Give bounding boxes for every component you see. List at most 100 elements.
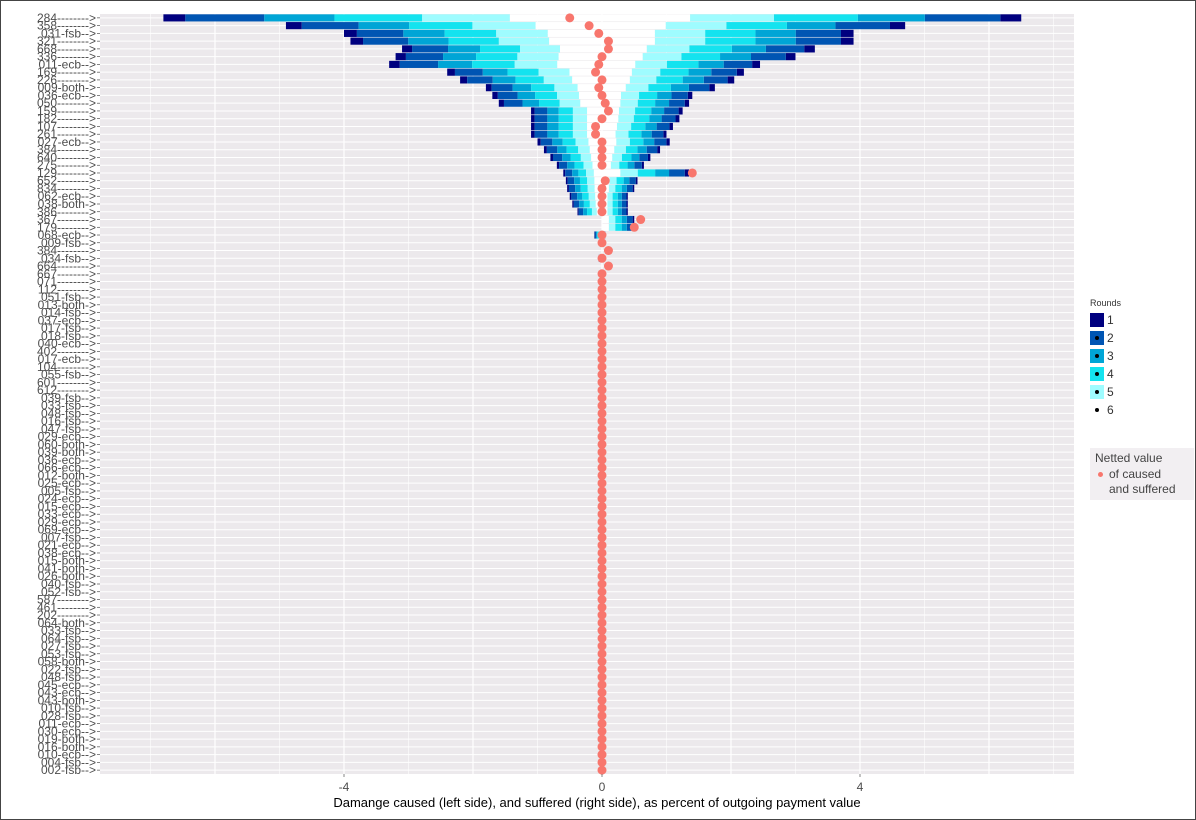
bar-segment	[570, 153, 581, 162]
bar-segment	[647, 153, 651, 162]
bar-segment	[547, 115, 559, 123]
bar-segment	[681, 53, 721, 61]
bar-segment	[558, 107, 573, 115]
y-tick-label: 601-------->	[37, 375, 96, 389]
bar-segment	[723, 60, 753, 68]
bar-segment	[703, 76, 728, 84]
y-tick-label: 053-fsb-->	[41, 647, 96, 661]
bar-segment	[531, 130, 535, 138]
bar-segment	[517, 53, 559, 61]
bar-segment	[540, 138, 553, 146]
bar-segment	[550, 153, 553, 162]
bar-segment	[641, 161, 644, 169]
y-tick-label: 358-------->	[37, 19, 96, 33]
netted-point	[597, 509, 607, 519]
bar-segment	[726, 22, 787, 30]
x-tick-label: 0	[599, 780, 606, 794]
bar-segment	[607, 192, 613, 200]
netted-point	[597, 52, 607, 62]
bar-segment	[616, 138, 630, 146]
bar-segment	[572, 76, 602, 84]
bar-segment	[786, 22, 836, 30]
bar-segment	[609, 177, 617, 185]
netted-point	[597, 525, 607, 535]
y-tick-label: 041-both->	[38, 561, 96, 575]
bar-segment	[626, 184, 633, 193]
bar-segment	[549, 37, 602, 45]
bar-segment	[623, 177, 630, 185]
netted-point	[597, 719, 607, 729]
y-tick-label: 026-both->	[38, 569, 96, 583]
y-tick-label: 025-ecb-->	[38, 476, 96, 490]
bar-segment	[556, 161, 560, 169]
bar-segment	[620, 91, 640, 99]
bar-segment	[608, 215, 616, 224]
y-tick-label: 060-both->	[38, 437, 96, 451]
netted-point	[597, 664, 607, 674]
netted-point	[597, 191, 607, 201]
bar-segment	[602, 29, 655, 37]
bar-segment	[534, 130, 548, 138]
y-tick-label: 402-------->	[37, 344, 96, 358]
bar-segment	[588, 192, 596, 200]
y-tick-label: 033-fsb-->	[41, 399, 96, 413]
y-tick-label: 612-------->	[37, 383, 96, 397]
bar-segment	[448, 37, 499, 45]
bar-segment	[750, 53, 786, 61]
bar-segment	[594, 231, 597, 239]
bar-segment	[491, 84, 513, 92]
bar-segment	[637, 169, 656, 177]
bar-segment	[795, 29, 841, 37]
bar-segment	[572, 130, 588, 138]
bar-segment	[602, 130, 616, 138]
bar-segment	[577, 84, 602, 92]
netted-point	[597, 339, 607, 349]
bar-segment	[301, 22, 359, 30]
netted-point	[597, 501, 607, 511]
bar-segment	[579, 177, 588, 185]
bar-segment	[602, 99, 621, 107]
legend-label-round-6: 6	[1107, 403, 1114, 417]
bar-segment	[547, 122, 559, 131]
legend-item-round-6: 6	[1090, 401, 1190, 419]
bar-segment	[633, 115, 650, 123]
netted-point	[597, 152, 607, 162]
netted-point	[597, 238, 607, 248]
bar-segment	[547, 130, 559, 138]
bar-segment	[569, 68, 602, 76]
bar-segment	[558, 122, 573, 131]
bar-segment	[467, 76, 493, 84]
y-tick-label: 027-ecb-->	[38, 135, 96, 149]
y-tick-label: 664-------->	[37, 259, 96, 273]
bar-segment	[617, 208, 622, 216]
bar-segment	[752, 60, 761, 68]
bar-segment	[720, 53, 751, 61]
bar-segment	[654, 37, 706, 45]
bar-segment	[537, 138, 541, 146]
netted-point	[597, 532, 607, 542]
bar-segment	[531, 84, 555, 92]
y-tick-label: 384-------->	[37, 244, 96, 258]
bar-segment	[264, 14, 335, 22]
bar-segment	[795, 37, 841, 45]
y-tick-label: 036-ecb-->	[38, 88, 96, 102]
y-tick-label: 652-------->	[37, 174, 96, 188]
bar-segment	[602, 53, 643, 61]
bar-segment	[627, 161, 635, 169]
y-tick-label: 031-fsb-->	[41, 26, 96, 40]
netted-point	[591, 67, 601, 77]
bar-segment	[586, 169, 594, 177]
netted-point	[594, 59, 604, 69]
netted-point	[591, 121, 601, 131]
bar-segment	[602, 169, 621, 177]
legend-label-round-5: 5	[1107, 385, 1114, 399]
bar-segment	[651, 107, 665, 115]
bar-segment	[163, 14, 186, 22]
bar-segment	[625, 146, 638, 154]
bar-segment	[577, 208, 579, 216]
netted-point	[597, 145, 607, 155]
bar-segment	[517, 91, 536, 99]
x-tick-label: -4	[339, 780, 350, 794]
netted-point	[597, 486, 607, 496]
bar-segment	[629, 138, 644, 146]
